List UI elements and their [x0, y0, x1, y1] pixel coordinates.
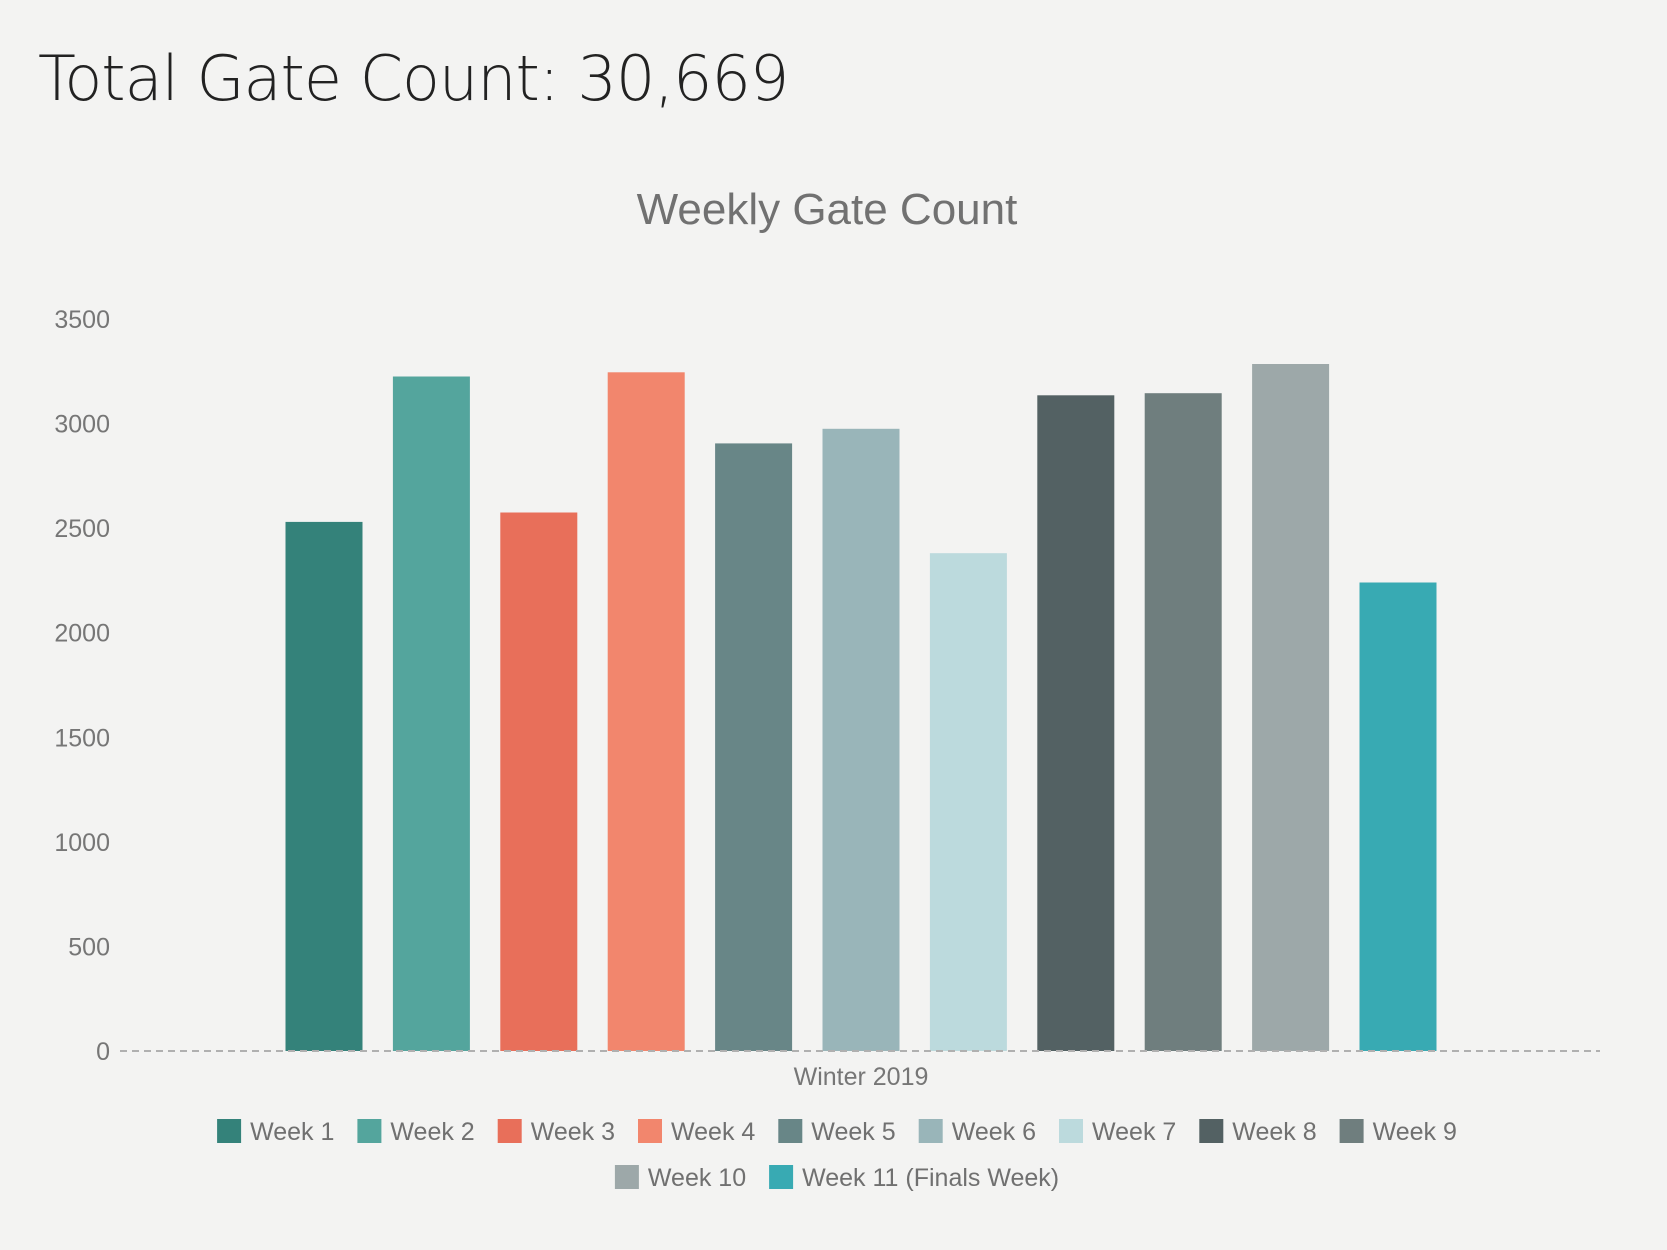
y-tick-label: 1500 — [54, 724, 110, 752]
bar-week-3 — [500, 512, 578, 1051]
x-axis-category-labels: Winter 2019 — [794, 1063, 929, 1091]
legend-swatch — [638, 1119, 662, 1143]
legend-item: Week 8 — [1199, 1118, 1317, 1146]
bar-week-6 — [822, 428, 900, 1051]
legend-item: Week 5 — [778, 1118, 896, 1146]
bar-week-8 — [1037, 395, 1115, 1051]
y-axis-ticks: 0 500 1000 1500 2000 2500 3000 3500 — [54, 306, 110, 1066]
y-tick-label: 2500 — [54, 515, 110, 543]
chart-title: Weekly Gate Count — [637, 185, 1018, 234]
x-category-label: Winter 2019 — [794, 1063, 929, 1091]
bar-week-10 — [1252, 364, 1330, 1051]
legend-item: Week 6 — [918, 1118, 1036, 1146]
legend-swatch — [357, 1119, 382, 1143]
bar-week-2 — [392, 376, 470, 1051]
legend-label: Week 5 — [811, 1118, 895, 1146]
legend-label: Week 8 — [1232, 1118, 1316, 1146]
y-tick-label: 2000 — [54, 620, 110, 648]
legend-swatch — [1199, 1119, 1224, 1143]
y-tick-label: 3000 — [54, 411, 110, 439]
legend-label: Week 10 — [648, 1164, 746, 1192]
legend-swatch — [497, 1119, 522, 1143]
legend-swatch — [778, 1119, 803, 1143]
legend-item: Week 11 (Finals Week) — [769, 1164, 1059, 1192]
legend-item: Week 2 — [357, 1118, 475, 1146]
legend-item: Week 1 — [217, 1118, 334, 1146]
legend-item: Week 9 — [1339, 1118, 1457, 1146]
legend-swatch — [1339, 1119, 1364, 1143]
bar-week-4 — [607, 372, 685, 1051]
legend-label: Week 11 (Finals Week) — [802, 1164, 1059, 1192]
bar-week-7 — [929, 553, 1007, 1051]
legend-label: Week 4 — [671, 1118, 755, 1146]
legend-label: Week 1 — [250, 1118, 334, 1146]
legend-label: Week 6 — [952, 1118, 1036, 1146]
y-tick-label: 0 — [96, 1038, 110, 1066]
legend-item: Week 10 — [614, 1164, 746, 1192]
legend: Week 1 Week 2 Week 3 Week 4 Week 5 Week 6 Week… — [217, 1118, 1457, 1192]
legend-item: Week 4 — [638, 1118, 755, 1146]
bar-week-9 — [1144, 393, 1222, 1051]
legend-swatch — [614, 1165, 639, 1189]
bar-week-5 — [715, 443, 793, 1051]
y-tick-label: 1000 — [54, 829, 110, 857]
y-tick-label: 3500 — [54, 306, 110, 334]
legend-label: Week 2 — [390, 1118, 474, 1146]
legend-label: Week 7 — [1092, 1118, 1176, 1146]
legend-swatch — [769, 1165, 794, 1189]
bar-week-1 — [285, 521, 363, 1051]
legend-swatch — [1059, 1119, 1083, 1143]
bar-week-11 — [1359, 582, 1437, 1051]
legend-label: Week 3 — [531, 1118, 615, 1146]
legend-item: Week 3 — [497, 1118, 615, 1146]
bars — [285, 364, 1437, 1051]
legend-item: Week 7 — [1059, 1118, 1176, 1146]
legend-swatch — [918, 1119, 943, 1143]
y-tick-label: 500 — [68, 933, 110, 961]
legend-swatch — [217, 1119, 242, 1143]
legend-label: Week 9 — [1373, 1118, 1457, 1146]
page-heading: Total Gate Count: 30,669 — [38, 42, 789, 115]
